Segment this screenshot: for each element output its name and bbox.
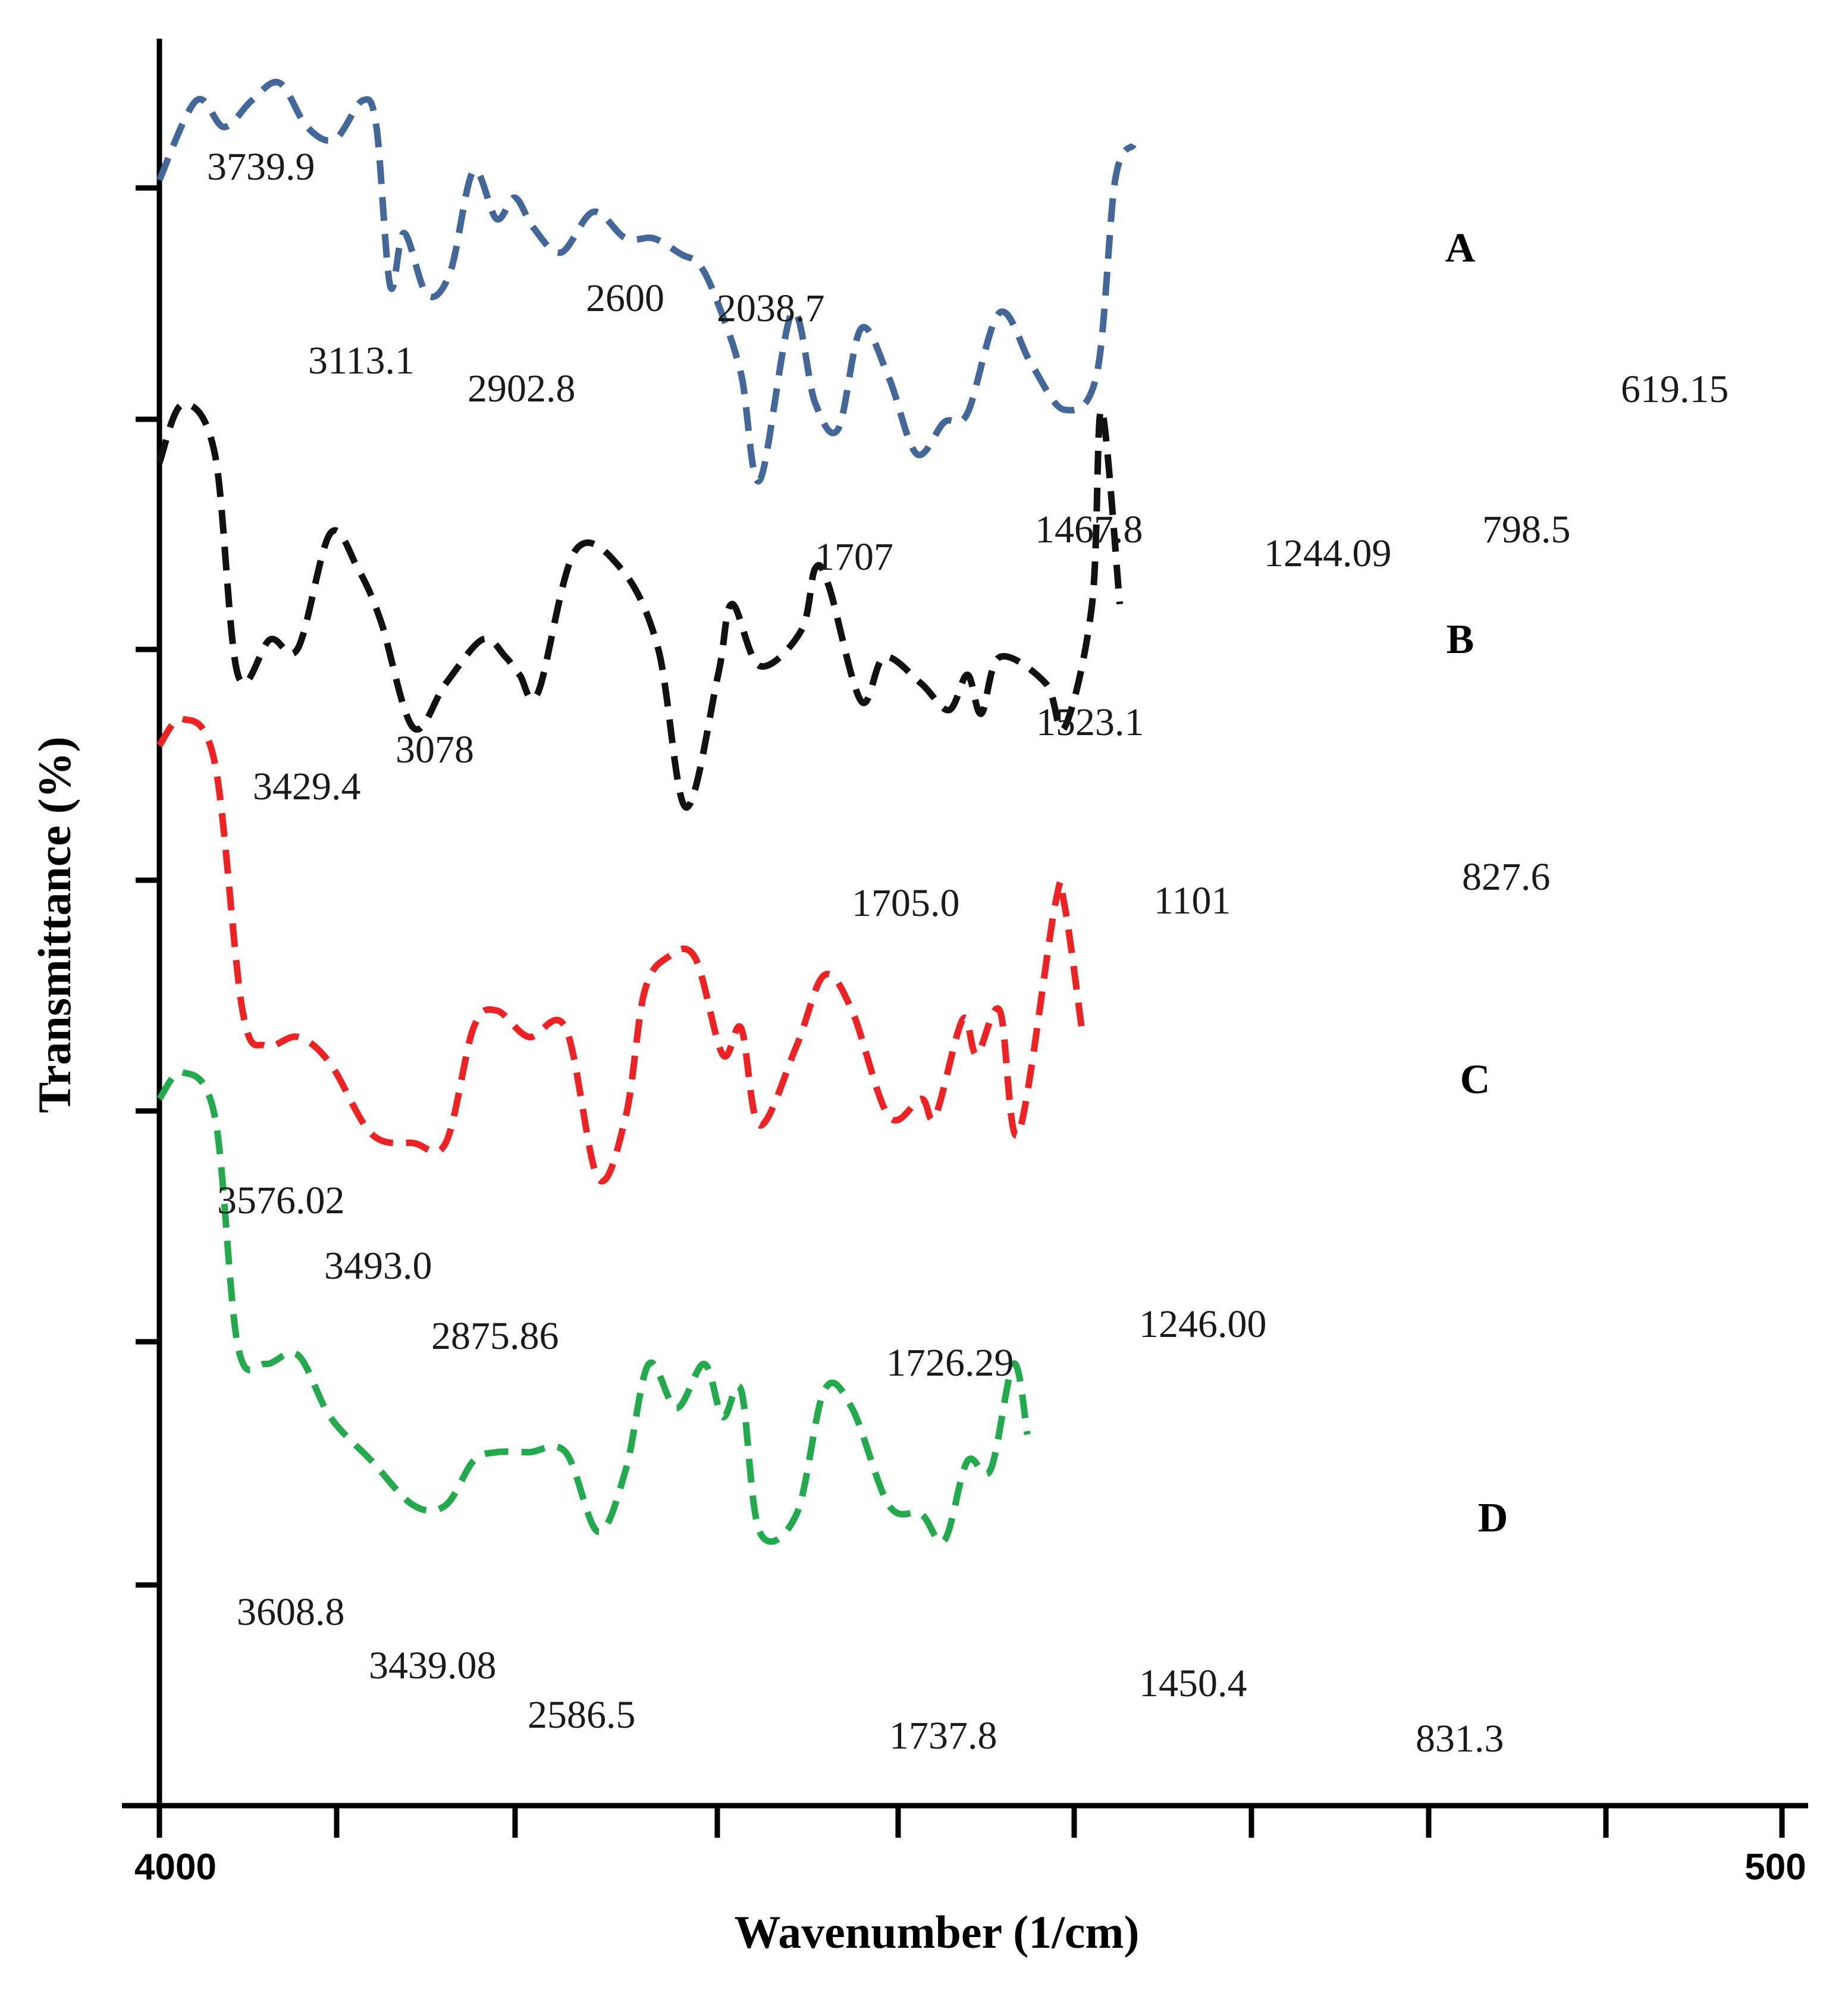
peak-label: 1450.4: [1139, 1662, 1247, 1705]
peak-label: 2875.86: [431, 1314, 559, 1358]
peak-label: 798.5: [1482, 508, 1571, 551]
y-ticks: [136, 185, 159, 1588]
peak-label: 3078: [396, 728, 474, 771]
peak-label: 1523.1: [1036, 701, 1144, 744]
peak-label: 3439.08: [369, 1644, 497, 1687]
x-axis-title: Wavenumber (1/cm): [735, 1906, 1140, 1958]
series-c-curve: [156, 715, 1087, 1185]
y-axis-title: Transmittance (%): [29, 736, 80, 1113]
peak-label: 3576.02: [217, 1179, 345, 1222]
series-label-b: B: [1447, 617, 1474, 663]
peak-label: 619.15: [1621, 368, 1729, 411]
series-label-a: A: [1445, 225, 1476, 271]
series-label-d: D: [1478, 1495, 1508, 1541]
peak-label: 1101: [1154, 879, 1231, 922]
peak-label: 2038.7: [717, 287, 825, 330]
peak-label: 3493.0: [324, 1244, 432, 1288]
peak-label: 2902.8: [468, 367, 576, 410]
series-b-curve: [156, 401, 1124, 811]
x-tick-label-4000: 4000: [134, 1847, 217, 1888]
peak-label: 3113.1: [308, 339, 415, 382]
peak-label: 1726.29: [886, 1341, 1014, 1385]
peak-label: 1705.0: [852, 881, 960, 925]
peak-label: 2586.5: [528, 1693, 636, 1737]
peak-label: 831.3: [1416, 1717, 1504, 1760]
x-ticks: [156, 1806, 1785, 1838]
peak-label: 1244.09: [1264, 532, 1392, 575]
peak-label: 3739.9: [207, 145, 315, 189]
peak-label: 3608.8: [237, 1590, 345, 1634]
x-tick-label-500: 500: [1745, 1847, 1806, 1888]
peak-label: 1467.8: [1035, 508, 1143, 551]
series-d-curve: [156, 1069, 1031, 1546]
peak-label: 3429.4: [253, 765, 361, 808]
series-a-curve: [156, 79, 1137, 485]
peak-label: 1707: [815, 535, 893, 579]
series-label-c: C: [1460, 1057, 1491, 1103]
peak-label: 827.6: [1462, 855, 1551, 899]
peak-label: 1246.00: [1139, 1302, 1267, 1346]
peak-label: 2600: [586, 277, 664, 320]
peak-label: 1737.8: [889, 1714, 997, 1757]
